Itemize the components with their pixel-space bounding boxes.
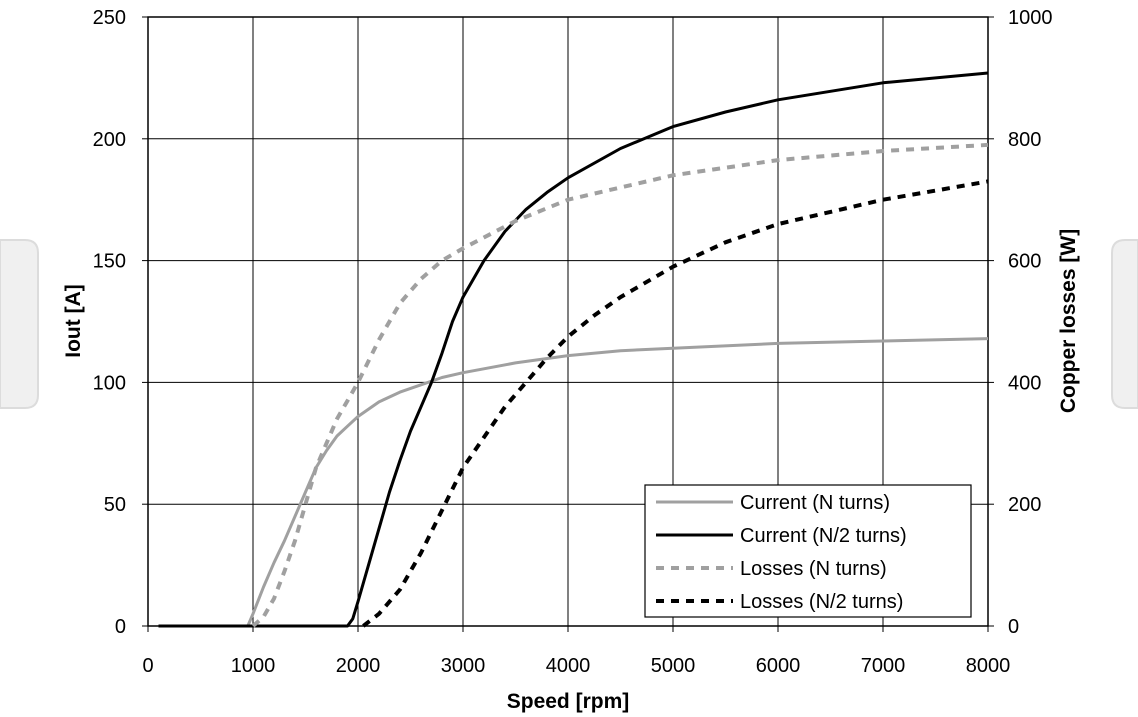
y-tick-label: 200 (93, 129, 126, 151)
y-tick-label: 250 (93, 7, 126, 29)
x-tick-label: 4000 (546, 655, 591, 677)
x-axis-title: Speed [rpm] (507, 690, 630, 713)
legend-label: Current (N turns) (740, 492, 890, 514)
series-layer (158, 71, 989, 628)
y2-tick-label: 400 (1008, 372, 1041, 394)
y-axis-title: Iout [A] (62, 284, 85, 357)
y2-tick-label: 600 (1008, 251, 1041, 273)
x-tick-label: 8000 (966, 655, 1011, 677)
series-line-losses-n-turns (251, 142, 989, 628)
y2-axis-title: Copper losses [W] (1057, 229, 1080, 413)
y-tick-label: 0 (115, 616, 126, 638)
x-tick-label: 7000 (861, 655, 906, 677)
x-tick-label: 6000 (756, 655, 801, 677)
y2-tick-label: 200 (1008, 494, 1041, 516)
y-tick-label: 50 (104, 494, 126, 516)
y2-axis-ticks: 0 200 400 600 800 1000 (988, 7, 1053, 638)
grid-lines (148, 17, 988, 626)
x-tick-label: 1000 (231, 655, 276, 677)
legend-box (644, 484, 972, 618)
legend: Current (N turns) Current (N/2 turns) Loss… (644, 484, 972, 618)
x-tick-label: 2000 (336, 655, 381, 677)
x-axis-ticks: 0 1000 2000 3000 4000 5000 6000 7000 8000 (142, 626, 1010, 677)
series-line-current-n-2-turns (158, 71, 989, 628)
background-watermark-right (1111, 239, 1138, 409)
y-axis-ticks: 0 50 100 150 200 250 (93, 7, 148, 638)
x-tick-label: 3000 (441, 655, 486, 677)
x-tick-label: 0 (142, 655, 153, 677)
legend-label: Losses (N turns) (740, 558, 887, 580)
y2-tick-label: 1000 (1008, 7, 1053, 29)
series-line-current-n-turns (158, 337, 989, 628)
y-tick-label: 100 (93, 372, 126, 394)
background-watermark-left (0, 239, 39, 409)
y2-tick-label: 0 (1008, 616, 1019, 638)
legend-label: Losses (N/2 turns) (740, 591, 903, 613)
y2-tick-label: 800 (1008, 129, 1041, 151)
y-tick-label: 150 (93, 251, 126, 273)
x-tick-label: 5000 (651, 655, 696, 677)
legend-label: Current (N/2 turns) (740, 525, 907, 547)
